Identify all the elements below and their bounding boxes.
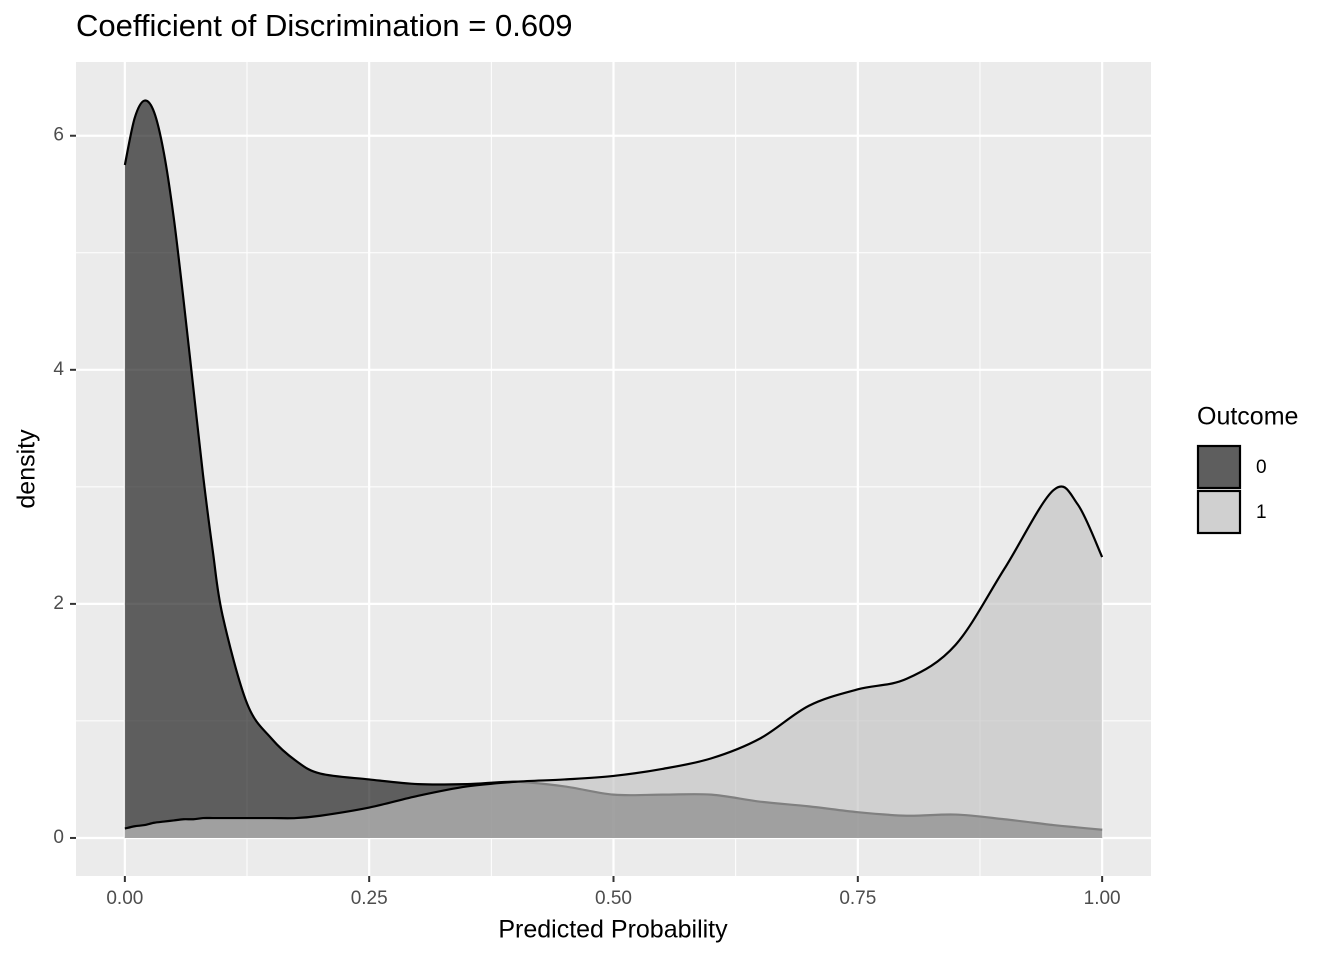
x-tick-label: 0.00 (106, 888, 143, 909)
y-axis-title: density (13, 429, 41, 509)
density-area (124, 100, 1103, 838)
density-line (124, 485, 1104, 830)
x-axis-title: Predicted Probability (498, 916, 728, 944)
legend-key (1196, 489, 1242, 535)
x-tick-label: 0.50 (595, 888, 632, 909)
density-area (124, 486, 1103, 838)
legend-title: Outcome (1197, 403, 1298, 431)
y-tick-label: 0 (53, 827, 64, 848)
x-tick-label: 1.00 (1084, 888, 1121, 909)
y-tick-label: 2 (53, 593, 64, 614)
legend-label: 0 (1256, 457, 1267, 478)
legend-label: 1 (1256, 502, 1267, 523)
x-tick-label: 0.75 (839, 888, 876, 909)
y-tick-label: 4 (53, 359, 64, 380)
x-tick-label: 0.25 (351, 888, 388, 909)
chart-title: Coefficient of Discrimination = 0.609 (76, 8, 573, 43)
y-tick-label: 6 (53, 125, 64, 146)
legend-key (1196, 444, 1242, 490)
